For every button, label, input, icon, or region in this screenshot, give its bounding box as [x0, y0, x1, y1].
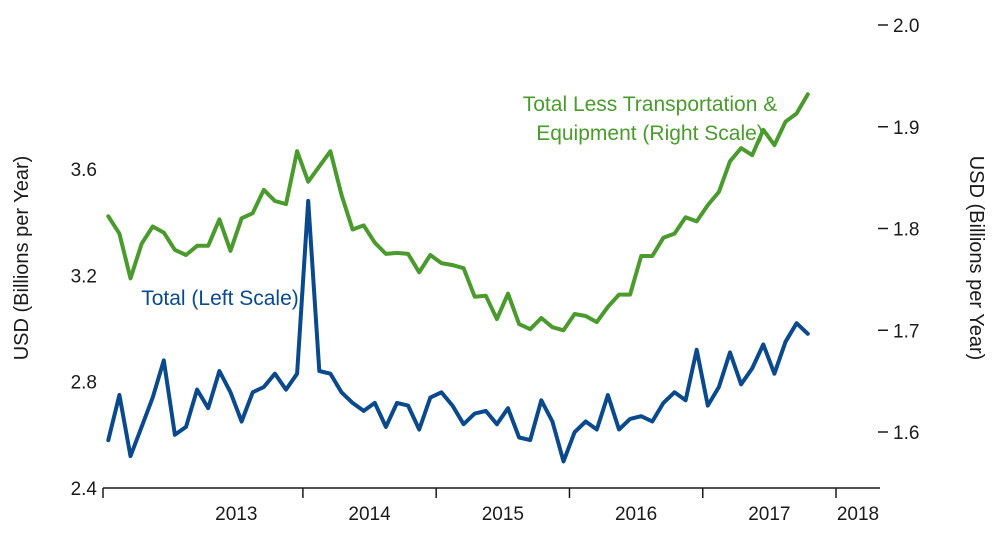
- left-tick-label: 3.2: [71, 266, 97, 287]
- right-tick-label: 1.7: [893, 321, 919, 342]
- x-tick-label: 2016: [615, 504, 657, 525]
- x-tick-label: 2014: [348, 504, 391, 525]
- right-tick-label: 1.6: [893, 423, 919, 444]
- left-tick-label: 2.8: [71, 373, 97, 394]
- right-tick-label: 2.0: [893, 16, 919, 37]
- left-axis-title: USD (Billions per Year): [11, 156, 33, 361]
- left-tick-label: 2.4: [71, 479, 98, 500]
- series-label-less-line1: Total Less Transportation &: [523, 93, 777, 116]
- right-tick-label: 1.8: [893, 220, 919, 241]
- series-label-total: Total (Left Scale): [141, 287, 299, 310]
- series-line-total-less-transportation: [106, 92, 810, 333]
- x-tick-label: 2017: [748, 504, 790, 525]
- x-axis-dividers: [102, 488, 837, 498]
- right-tick-label: 1.9: [893, 118, 919, 139]
- x-tick-label: 2015: [482, 504, 524, 525]
- series-line-total: [106, 198, 810, 464]
- right-axis-title: USD (Billions per Year): [965, 156, 987, 361]
- series-label-less-line2: Equipment (Right Scale): [536, 122, 764, 145]
- right-axis-ticks: 1.6 1.7 1.8 1.9 2.0: [878, 16, 919, 444]
- left-axis-ticks: 2.4 2.8 3.2 3.6: [71, 160, 98, 500]
- x-axis-labels: 2013 2014 2015 2016 2017 2018: [215, 504, 879, 525]
- left-tick-label: 3.6: [71, 160, 97, 181]
- x-tick-label: 2013: [215, 504, 257, 525]
- x-tick-label: 2018: [837, 504, 879, 525]
